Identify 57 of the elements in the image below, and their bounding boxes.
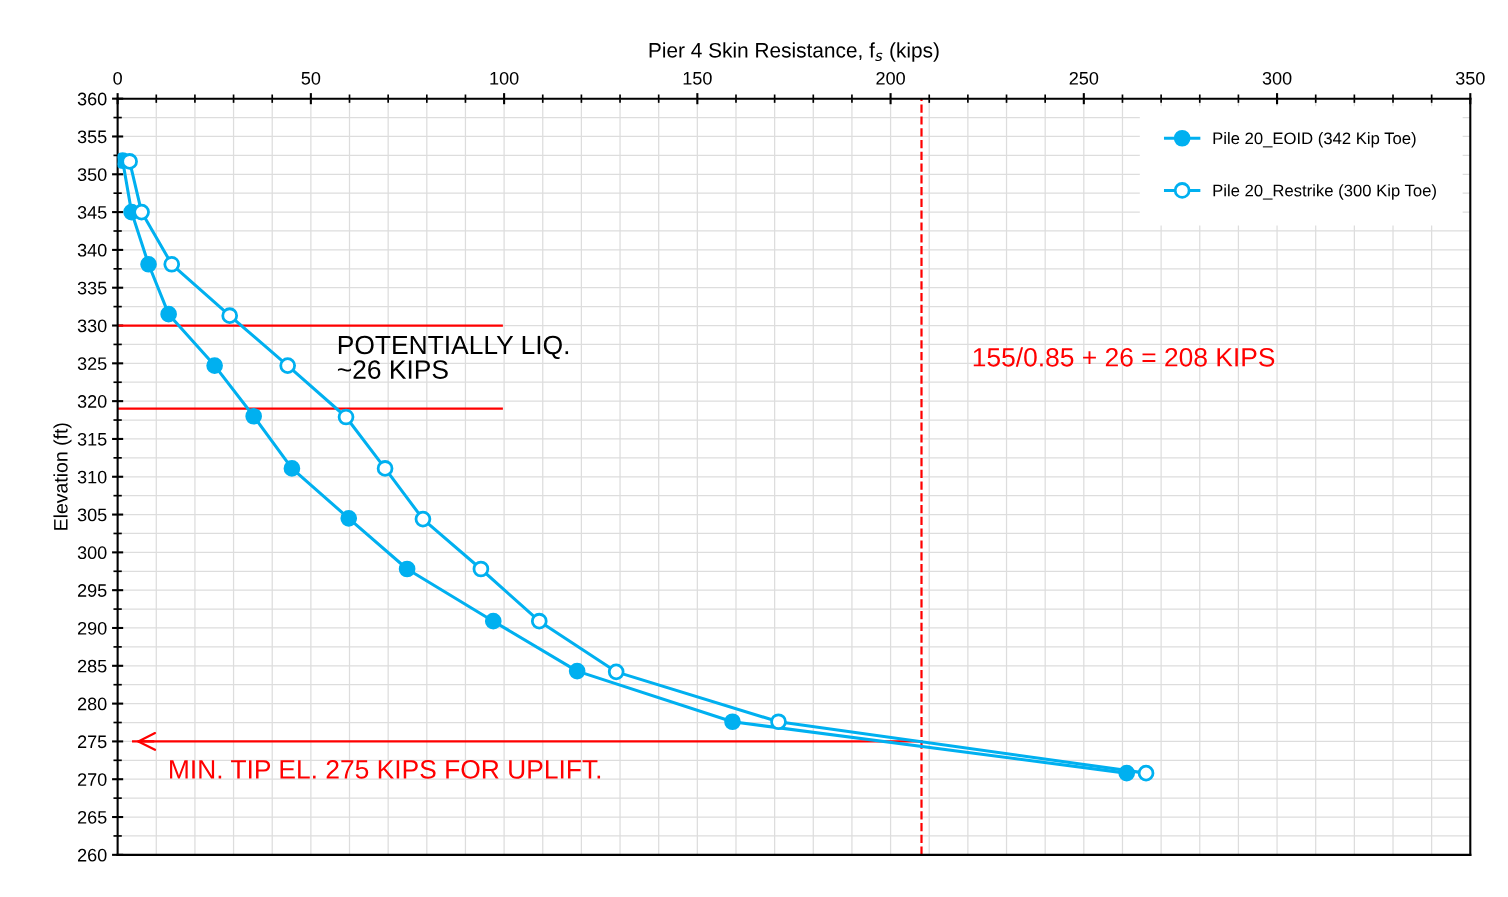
point <box>724 713 741 731</box>
point <box>337 408 355 426</box>
ref-line-label: MIN. TIP EL. 275 KIPS FOR UPLIFT. <box>170 760 601 779</box>
y-tick-label: 295 <box>77 584 107 597</box>
y-axis-title: Elevation (ft) <box>53 423 72 530</box>
legend-label: Pile 20_EOID (342 Kip Toe) <box>1213 132 1416 148</box>
y-tick-label: 290 <box>77 621 107 635</box>
point <box>472 560 490 578</box>
y-tick-label: 265 <box>77 810 107 824</box>
ref-line-label: 155/0.85 + 26 = 208 KIPS <box>973 347 1275 367</box>
x-tick-label: 350 <box>1455 71 1485 85</box>
y-tick-label: 320 <box>77 395 107 408</box>
y-tick-label: 270 <box>77 773 107 786</box>
y-tick-label: 360 <box>77 92 107 106</box>
y-tick-label: 275 <box>77 735 107 749</box>
y-tick-label: 305 <box>77 508 107 522</box>
y-tick-label: 330 <box>77 319 107 333</box>
y-tick-label: 335 <box>77 281 107 295</box>
point <box>1137 764 1155 782</box>
point <box>770 713 787 731</box>
point <box>568 662 586 680</box>
point <box>163 255 181 273</box>
point <box>414 510 432 528</box>
point <box>140 255 157 273</box>
y-tick-label: 325 <box>77 357 107 371</box>
y-tick-label: 285 <box>77 659 107 673</box>
point <box>376 460 394 477</box>
x-tick-label: 150 <box>683 71 712 85</box>
x-axis-title: Pier 4 Skin Resistance, f$_{s}$ (kips) <box>649 42 939 62</box>
point <box>398 560 416 578</box>
point <box>484 612 502 630</box>
point <box>206 357 223 374</box>
x-tick-label: 50 <box>301 71 321 85</box>
y-tick-label: 280 <box>77 697 107 711</box>
x-tick-label: 0 <box>113 71 122 85</box>
point <box>340 510 358 527</box>
x-tick-label: 250 <box>1069 71 1099 85</box>
point <box>530 612 548 630</box>
x-tick-label: 300 <box>1262 71 1292 85</box>
point <box>283 460 301 477</box>
y-tick-label: 340 <box>77 243 107 257</box>
y-tick-label: 260 <box>77 848 107 862</box>
legend-label: Pile 20_Restrike (300 Kip Toe) <box>1213 184 1436 200</box>
y-tick-label: 310 <box>77 470 107 484</box>
point <box>245 407 262 425</box>
y-tick-label: 355 <box>77 130 107 144</box>
y-tick-label: 315 <box>77 432 107 446</box>
annotation: POTENTIALLY LIQ. ~26 KIPS <box>337 335 569 379</box>
point <box>160 305 177 323</box>
point <box>279 357 297 374</box>
y-tick-label: 350 <box>77 168 107 182</box>
x-tick-label: 200 <box>876 71 905 85</box>
y-tick-label: 345 <box>77 206 107 219</box>
point <box>607 663 625 681</box>
x-tick-label: 100 <box>490 71 519 85</box>
point <box>221 307 239 325</box>
y-tick-label: 300 <box>77 546 107 560</box>
